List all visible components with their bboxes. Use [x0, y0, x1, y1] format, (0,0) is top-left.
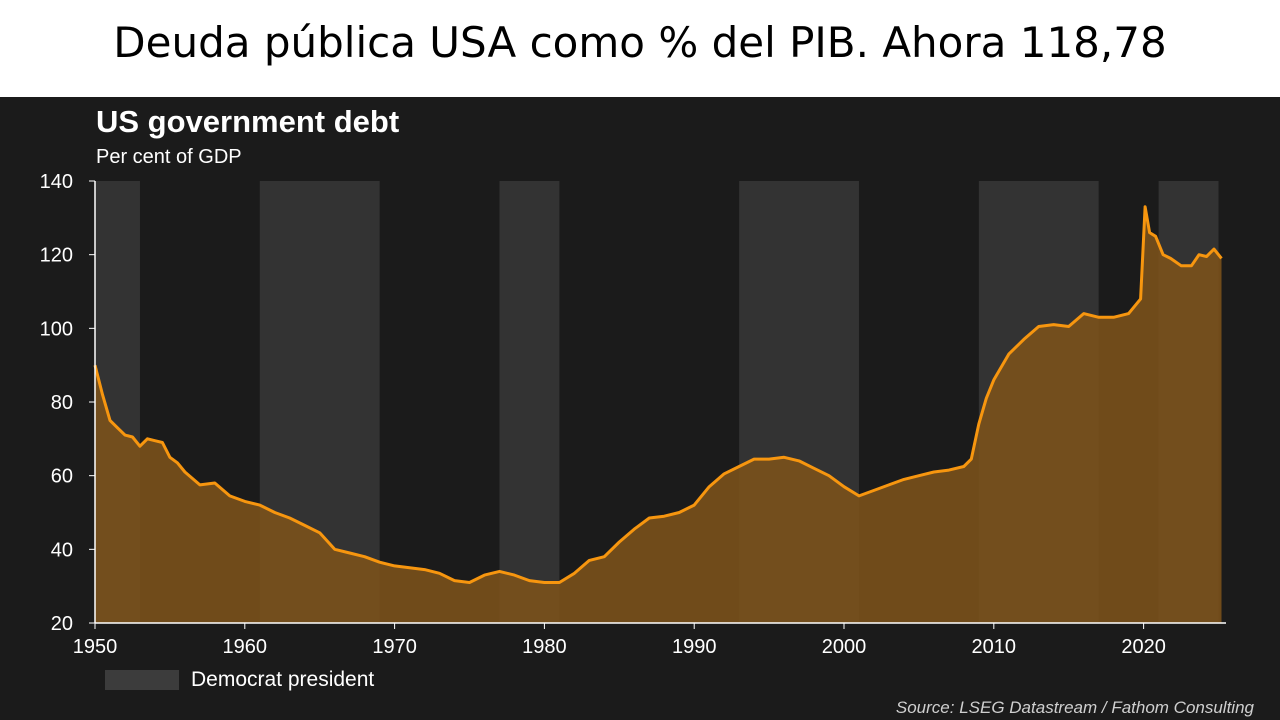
- source-note: Source: LSEG Datastream / Fathom Consult…: [895, 698, 1254, 717]
- y-tick-label: 20: [51, 613, 73, 635]
- x-tick-label: 1950: [73, 636, 118, 658]
- x-tick-label: 1960: [223, 636, 268, 658]
- x-tick-label: 1990: [672, 636, 717, 658]
- democrat-shade-2: [499, 181, 560, 623]
- x-tick-label: 1980: [522, 636, 567, 658]
- slide-title: Deuda pública USA como % del PIB. Ahora …: [113, 18, 1167, 67]
- y-tick-label: 100: [40, 318, 73, 340]
- debt-area-fill: [95, 206, 1222, 624]
- chart-title: US government debt: [96, 104, 400, 139]
- y-tick-labels: 20 40 60 80 100 120 140: [40, 171, 95, 635]
- y-tick-label: 60: [51, 466, 73, 488]
- y-tick-label: 80: [51, 392, 73, 414]
- legend: Democrat president: [105, 668, 374, 692]
- y-tick-label: 140: [40, 171, 73, 193]
- y-tick-label: 120: [40, 245, 73, 267]
- x-tick-label: 1970: [372, 636, 417, 658]
- legend-label: Democrat president: [191, 668, 375, 691]
- chart-subtitle: Per cent of GDP: [96, 146, 242, 168]
- x-tick-labels: 1950 1960 1970 1980 1990 2000 2010 2020: [73, 623, 1166, 658]
- x-tick-label: 2000: [822, 636, 867, 658]
- x-tick-label: 2010: [972, 636, 1017, 658]
- debt-line: [93, 205, 1223, 584]
- y-tick-label: 40: [51, 539, 73, 561]
- legend-swatch: [105, 670, 179, 690]
- x-tick-label: 2020: [1121, 636, 1166, 658]
